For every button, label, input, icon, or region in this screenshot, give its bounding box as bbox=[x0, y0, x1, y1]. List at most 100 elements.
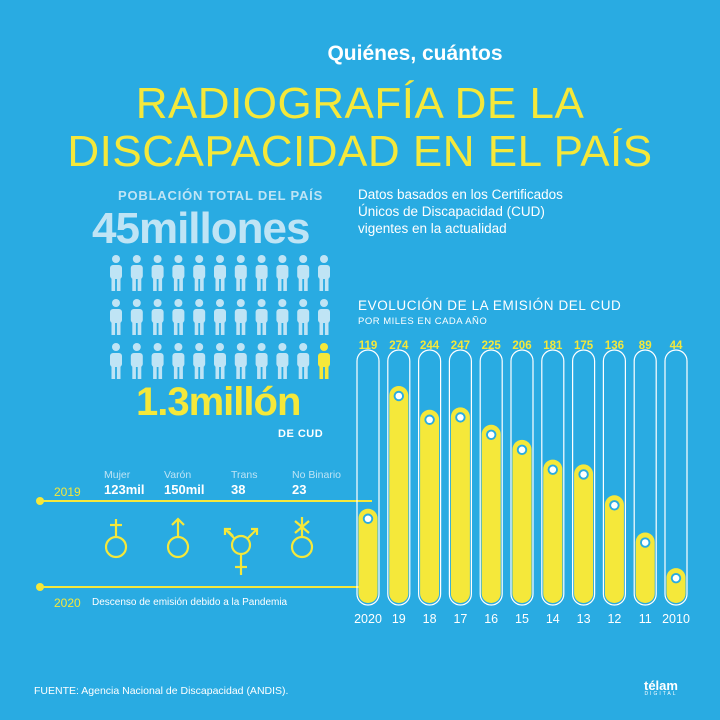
bar-track bbox=[664, 349, 688, 606]
intro-line-1: Datos basados en los Certificados bbox=[358, 187, 563, 202]
title-line-1: RADIOGRAFÍA DE LA bbox=[135, 79, 585, 128]
bar bbox=[450, 407, 470, 603]
cud-total-value: 1.3millón bbox=[136, 380, 301, 424]
bar-marker-inner bbox=[426, 416, 433, 424]
person-icon bbox=[172, 299, 185, 335]
gender-value-nobinario: 23 bbox=[292, 482, 307, 497]
bar-marker-inner bbox=[364, 515, 372, 523]
intro-text: Datos basados en los Certificados Únicos… bbox=[358, 186, 608, 237]
person-icon bbox=[151, 255, 164, 291]
person-icon bbox=[234, 343, 247, 379]
person-icon bbox=[234, 255, 247, 291]
bar-marker-inner bbox=[549, 466, 557, 473]
person-icon bbox=[318, 299, 330, 335]
bar-value-label: 274 bbox=[389, 340, 409, 352]
logo-text: télam bbox=[644, 678, 678, 693]
bar-value-label: 119 bbox=[359, 340, 378, 352]
timeline-2019-dot bbox=[36, 497, 44, 505]
bar-marker-inner bbox=[457, 414, 464, 421]
person-icon bbox=[255, 343, 268, 379]
gender-label-varon: Varón bbox=[164, 469, 192, 481]
person-icon bbox=[110, 343, 122, 379]
bar bbox=[604, 495, 624, 603]
category-label: 13 bbox=[577, 612, 591, 626]
source-note: FUENTE: Agencia Nacional de Discapacidad… bbox=[34, 685, 289, 697]
bar-track bbox=[387, 349, 411, 606]
bar-value-label: 89 bbox=[639, 340, 652, 352]
bar-value-label: 206 bbox=[512, 340, 531, 352]
gender-value-varon: 150mil bbox=[164, 482, 205, 497]
person-icon bbox=[193, 299, 206, 335]
male-symbol-icon bbox=[166, 517, 190, 559]
bar-track bbox=[541, 349, 565, 606]
person-icon bbox=[255, 255, 268, 291]
bar bbox=[389, 386, 409, 603]
person-icon bbox=[151, 299, 164, 335]
year-2020-label: 2020 bbox=[54, 596, 81, 610]
page-title: RADIOGRAFÍA DE LA DISCAPACIDAD EN EL PAÍ… bbox=[0, 80, 720, 176]
category-label: 18 bbox=[423, 612, 437, 626]
person-icon bbox=[234, 299, 247, 335]
bar bbox=[635, 532, 655, 603]
bar-track bbox=[633, 349, 657, 606]
category-label: 12 bbox=[607, 612, 621, 626]
category-label: 16 bbox=[484, 612, 498, 626]
chart-title: EVOLUCIÓN DE LA EMISIÓN DEL CUD bbox=[358, 298, 622, 313]
chart-subtitle: POR MILES EN CADA AÑO bbox=[358, 316, 488, 327]
bar-track bbox=[479, 349, 503, 606]
bar-track bbox=[510, 349, 534, 606]
transgender-symbol-icon bbox=[223, 527, 259, 575]
logo-subtext: DIGITAL bbox=[644, 691, 678, 697]
kicker: Quiénes, cuántos bbox=[327, 42, 503, 65]
category-label: 19 bbox=[392, 612, 406, 626]
person-icon bbox=[110, 299, 122, 335]
intro-line-2: Únicos de Discapacidad (CUD) bbox=[358, 204, 545, 219]
cud-bar-chart: 119 2020 274 19 244 18 247 17 225 16 206 15 181 14 175… bbox=[354, 340, 690, 626]
pandemic-note: Descenso de emisión debido a la Pandemia bbox=[92, 597, 288, 608]
bar-track bbox=[356, 349, 380, 606]
bar-track bbox=[571, 349, 596, 606]
person-icon bbox=[318, 343, 330, 379]
bar bbox=[574, 464, 594, 603]
population-pictogram bbox=[110, 255, 330, 379]
population-value: 45millones bbox=[92, 204, 310, 253]
bar-marker-inner bbox=[580, 471, 587, 478]
bar-track bbox=[418, 349, 442, 606]
gender-label-nobinario: No Binario bbox=[292, 469, 342, 481]
bar-value-label: 225 bbox=[482, 340, 502, 352]
population-label: POBLACIÓN TOTAL DEL PAÍS bbox=[118, 188, 324, 203]
bar-marker-inner bbox=[487, 431, 495, 439]
person-icon bbox=[172, 255, 185, 291]
category-label: 17 bbox=[453, 612, 467, 626]
category-label: 14 bbox=[546, 612, 560, 626]
person-icon bbox=[297, 343, 310, 379]
year-2019-label: 2019 bbox=[54, 485, 81, 499]
bar bbox=[420, 409, 440, 603]
bar-marker-inner bbox=[641, 539, 649, 546]
category-label: 2010 bbox=[662, 612, 690, 626]
gender-value-trans: 38 bbox=[231, 482, 246, 497]
telam-logo: télam DIGITAL bbox=[644, 678, 678, 697]
person-icon bbox=[193, 255, 206, 291]
person-icon bbox=[255, 299, 268, 335]
person-icon bbox=[172, 343, 185, 379]
person-icon bbox=[214, 255, 226, 291]
category-label: 15 bbox=[515, 612, 529, 626]
bar-value-label: 175 bbox=[574, 340, 594, 352]
person-icon bbox=[214, 299, 226, 335]
bar-value-label: 244 bbox=[420, 340, 440, 352]
bar-value-label: 181 bbox=[543, 340, 563, 352]
cud-total-label: DE CUD bbox=[278, 428, 324, 440]
title-line-2: DISCAPACIDAD EN EL PAÍS bbox=[67, 127, 653, 176]
person-icon bbox=[276, 255, 289, 291]
bar bbox=[512, 439, 532, 603]
person-icon bbox=[130, 299, 143, 335]
bar-track bbox=[448, 349, 472, 606]
gender-value-mujer: 123mil bbox=[104, 482, 145, 497]
person-icon bbox=[130, 255, 143, 291]
bar bbox=[358, 508, 378, 603]
person-icon bbox=[297, 255, 310, 291]
person-icon bbox=[151, 343, 164, 379]
gender-label-trans: Trans bbox=[231, 469, 258, 481]
